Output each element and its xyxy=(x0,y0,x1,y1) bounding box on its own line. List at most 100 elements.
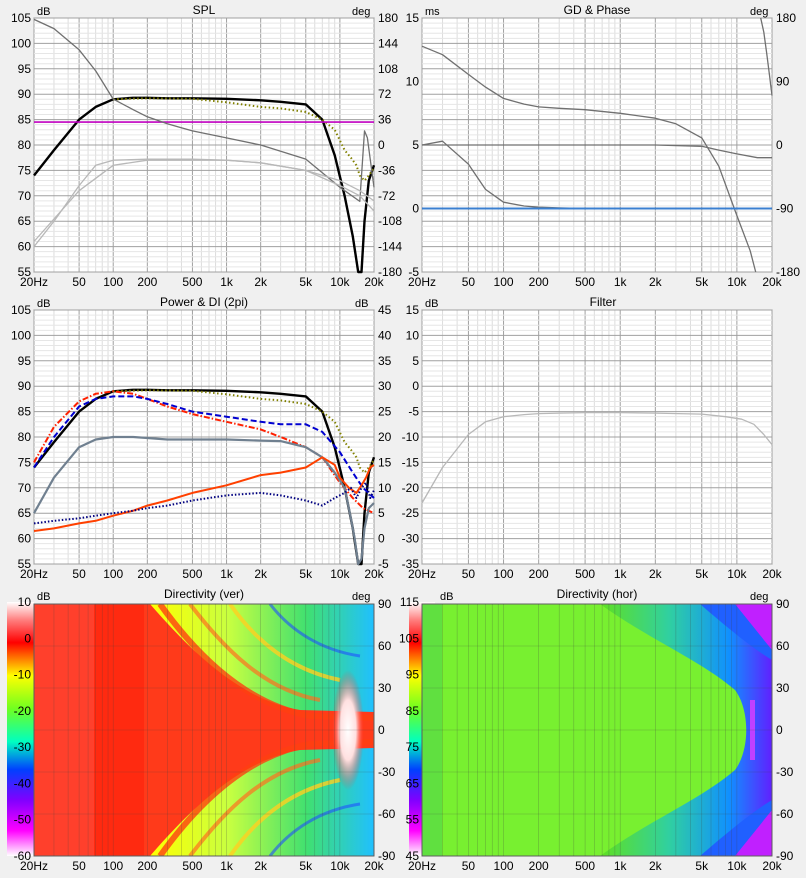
left-tick-label: 60 xyxy=(18,532,32,546)
right-tick-label: 180 xyxy=(378,11,398,25)
x-tick-label: 2k xyxy=(254,859,268,873)
right-tick-label: -108 xyxy=(378,214,402,228)
x-tick-label: 20k xyxy=(364,275,384,289)
scale-tick-label: 45 xyxy=(406,849,420,863)
power-series xyxy=(33,388,376,566)
x-tick-label: 20k xyxy=(762,859,782,873)
dirver-gridlines xyxy=(33,603,375,857)
right-tick-label: -60 xyxy=(378,807,396,821)
filter-x-ticks: 20Hz 50 100 200 500 1k 2k 5k 10k 20k xyxy=(408,567,783,581)
right-tick-label: 30 xyxy=(378,681,392,695)
right-tick-label: 5 xyxy=(378,506,385,520)
x-tick-label: 2k xyxy=(254,567,268,581)
dirhor-scale-ticks: 115 105 95 85 75 65 55 45 xyxy=(399,595,419,863)
left-tick-label: 95 xyxy=(18,62,32,76)
series-line-grey xyxy=(760,17,773,96)
x-tick-label: 500 xyxy=(575,567,595,581)
dirver-heatmap xyxy=(34,604,374,856)
series-line-dotted-olive xyxy=(113,97,375,182)
scale-tick-label: -60 xyxy=(14,849,32,863)
x-tick-label: 10k xyxy=(330,275,350,289)
power-x-ticks: 20Hz 50 100 200 500 1k 2k 5k 10k 20k xyxy=(20,567,385,581)
right-tick-label: 20 xyxy=(378,430,392,444)
scale-tick-label: 85 xyxy=(406,704,420,718)
x-tick-label: 5k xyxy=(695,275,709,289)
x-tick-label: 20k xyxy=(762,275,782,289)
series-line-dotted-olive xyxy=(113,389,375,474)
spl-left-ticks: 105 100 95 90 85 80 75 70 65 60 55 xyxy=(11,11,31,279)
dirhor-right-ticks: 90 60 30 0 -30 -60 -90 xyxy=(776,597,794,863)
x-tick-label: 100 xyxy=(494,567,514,581)
x-tick-label: 1k xyxy=(614,859,628,873)
gd-gridlines xyxy=(421,17,773,273)
x-tick-label: 200 xyxy=(529,859,549,873)
x-tick-label: 2k xyxy=(254,275,268,289)
spl-x-ticks: 20Hz 50 100 200 500 1k 2k 5k 10k 20k xyxy=(20,275,385,289)
right-tick-label: 40 xyxy=(378,328,392,342)
right-tick-label: 35 xyxy=(378,354,392,368)
right-tick-label: 0 xyxy=(776,138,783,152)
dirver-right-unit: deg xyxy=(352,591,370,603)
x-tick-label: 500 xyxy=(182,859,202,873)
x-tick-label: 10k xyxy=(727,275,747,289)
dirver-title: Directivity (ver) xyxy=(164,587,244,601)
x-tick-label: 20Hz xyxy=(20,859,48,873)
power-title: Power & DI (2pi) xyxy=(160,295,248,309)
dirhor-plot-frame xyxy=(421,603,773,857)
right-tick-label: 36 xyxy=(378,113,392,127)
dirver-left-unit: dB xyxy=(37,591,50,603)
scale-tick-label: -40 xyxy=(14,776,32,790)
left-tick-label: 85 xyxy=(18,405,32,419)
left-tick-label: 100 xyxy=(11,36,31,50)
x-tick-label: 500 xyxy=(182,567,202,581)
gd-left-ticks: 15 10 5 0 -5 xyxy=(406,11,420,279)
x-tick-label: 200 xyxy=(529,567,549,581)
left-tick-label: 75 xyxy=(18,163,32,177)
series-line-lightgrey xyxy=(33,159,375,242)
left-tick-label: 5 xyxy=(412,354,419,368)
dirhor-gridlines xyxy=(421,603,773,857)
right-tick-label: -30 xyxy=(776,765,794,779)
series-line-lightgrey xyxy=(421,411,773,504)
right-tick-label: -30 xyxy=(378,765,396,779)
right-tick-label: 0 xyxy=(776,723,783,737)
scale-tick-label: -50 xyxy=(14,813,32,827)
x-tick-label: 5k xyxy=(695,859,709,873)
left-tick-label: 55 xyxy=(18,265,32,279)
scale-tick-label: 95 xyxy=(406,668,420,682)
left-tick-label: -25 xyxy=(402,506,420,520)
right-tick-label: 90 xyxy=(776,75,790,89)
x-tick-label: 200 xyxy=(137,567,157,581)
right-tick-label: 45 xyxy=(378,303,392,317)
right-tick-label: 90 xyxy=(776,597,790,611)
directivity-hor-panel: Directivity (hor) dB deg 115 105 95 85 75 65 5… xyxy=(399,587,794,873)
x-tick-label: 50 xyxy=(462,275,476,289)
right-tick-label: -90 xyxy=(776,202,794,216)
right-tick-label: 144 xyxy=(378,36,398,50)
x-tick-label: 20Hz xyxy=(408,859,436,873)
x-tick-label: 1k xyxy=(614,275,628,289)
filter-series xyxy=(421,411,773,504)
x-tick-label: 20Hz xyxy=(20,567,48,581)
scale-tick-label: 55 xyxy=(406,813,420,827)
gd-x-ticks: 20Hz 50 100 200 500 1k 2k 5k 10k 20k xyxy=(408,275,783,289)
dirhor-right-unit: deg xyxy=(750,591,768,603)
x-tick-label: 20k xyxy=(364,859,384,873)
right-tick-label: 0 xyxy=(378,723,385,737)
left-tick-label: 80 xyxy=(18,430,32,444)
left-tick-label: 105 xyxy=(11,303,31,317)
left-tick-label: 80 xyxy=(18,138,32,152)
gd-right-ticks: 180 90 0 -90 -180 xyxy=(776,11,800,279)
left-tick-label: 55 xyxy=(18,557,32,571)
scale-tick-label: 10 xyxy=(18,595,32,609)
series-line-dashdot-red xyxy=(33,390,375,515)
scale-tick-label: -10 xyxy=(14,668,32,682)
series-line-dotted-navy xyxy=(33,481,375,525)
left-tick-label: -5 xyxy=(408,405,419,419)
left-tick-label: -35 xyxy=(402,557,420,571)
dirver-right-ticks: 90 60 30 0 -30 -60 -90 xyxy=(378,597,396,863)
left-tick-label: 65 xyxy=(18,214,32,228)
left-tick-label: 60 xyxy=(18,240,32,254)
